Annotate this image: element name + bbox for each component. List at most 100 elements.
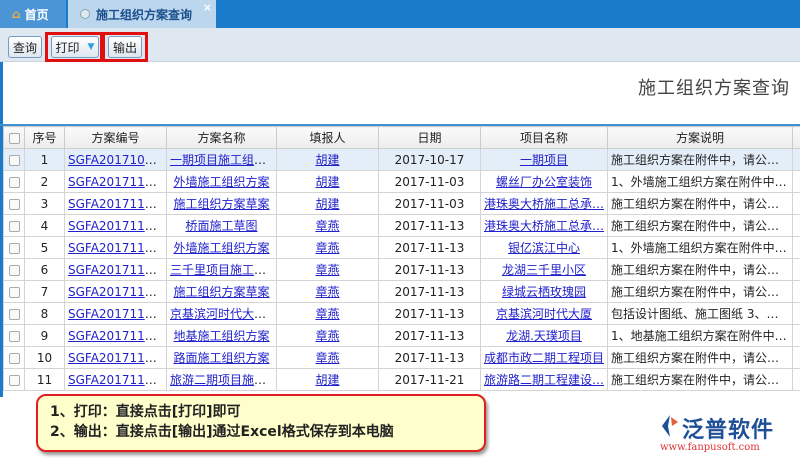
cell-reporter-link[interactable]: 章燕 <box>276 324 379 347</box>
table-row[interactable]: 6 SGFA2017110003 三千里项目施工组… 章燕 2017-11-13 龙湖三千… <box>3 258 800 281</box>
reporter-link[interactable]: 章燕 <box>315 329 340 343</box>
plan-code-link[interactable]: SGFA2017110008 <box>68 350 167 365</box>
row-checkbox[interactable] <box>3 368 25 391</box>
tab-plan-query[interactable]: 施工组织方案查询 × <box>68 0 216 28</box>
table-row[interactable]: 7 SGFA2017110005 施工组织方案草案 章燕 2017-11-13 绿城云栖玫… <box>3 280 800 303</box>
reporter-link[interactable]: 章燕 <box>315 307 340 321</box>
cell-project-link[interactable]: 一期项目 <box>480 148 608 171</box>
cell-project-link[interactable]: 京基滨河时代大厦 <box>480 302 608 325</box>
cell-reporter-link[interactable]: 胡建 <box>276 192 379 215</box>
plan-code-link[interactable]: SGFA2017110003 <box>68 262 167 277</box>
table-row[interactable]: 10 SGFA2017110008 路面施工组织方案 章燕 2017-11-13 成都市政… <box>3 346 800 369</box>
reporter-link[interactable]: 章燕 <box>315 285 340 299</box>
cell-project-link[interactable]: 港珠奥大桥施工总承… <box>480 192 608 215</box>
reporter-link[interactable]: 章燕 <box>315 241 340 255</box>
cell-plan-code-link[interactable]: SGFA2017110007 <box>64 324 167 347</box>
cell-reporter-link[interactable]: 章燕 <box>276 302 379 325</box>
project-link[interactable]: 成都市政二期工程项目 <box>484 351 605 365</box>
plan-name-link[interactable]: 外墙施工组织方案 <box>173 241 270 255</box>
table-row[interactable]: 2 SGFA2017110001 外墙施工组织方案 胡建 2017-11-03 螺丝厂办公… <box>3 170 800 193</box>
cell-plan-name-link[interactable]: 三千里项目施工组… <box>166 258 277 281</box>
cell-plan-code-link[interactable]: SGFA2017100001 <box>64 148 167 171</box>
project-link[interactable]: 旅游路二期工程建设… <box>484 373 605 387</box>
cell-project-link[interactable]: 绿城云栖玫瑰园 <box>480 280 608 303</box>
plan-code-link[interactable]: SGFA2017110010 <box>68 372 167 387</box>
cell-project-link[interactable]: 螺丝厂办公室装饰 <box>480 170 608 193</box>
row-checkbox[interactable] <box>3 346 25 369</box>
cell-plan-code-link[interactable]: SGFA2017110004 <box>64 236 167 259</box>
plan-name-link[interactable]: 地基施工组织方案 <box>173 329 270 343</box>
cell-plan-name-link[interactable]: 外墙施工组织方案 <box>166 170 277 193</box>
cell-plan-code-link[interactable]: SGFA2017110003 <box>64 258 167 281</box>
table-row[interactable]: 5 SGFA2017110004 外墙施工组织方案 章燕 2017-11-13 银亿滨江中… <box>3 236 800 259</box>
row-checkbox[interactable] <box>3 302 25 325</box>
plan-name-link[interactable]: 旅游二期项目施工… <box>170 373 277 387</box>
plan-code-link[interactable]: SGFA2017110004 <box>68 240 167 255</box>
cell-plan-code-link[interactable]: SGFA2017110006 <box>64 302 167 325</box>
plan-code-link[interactable]: SGFA2017110009 <box>68 218 167 233</box>
cell-plan-name-link[interactable]: 地基施工组织方案 <box>166 324 277 347</box>
row-checkbox[interactable] <box>3 214 25 237</box>
row-checkbox[interactable] <box>3 192 25 215</box>
cell-project-link[interactable]: 旅游路二期工程建设… <box>480 368 608 391</box>
cell-reporter-link[interactable]: 胡建 <box>276 148 379 171</box>
plan-name-link[interactable]: 一期项目施工组织… <box>170 153 277 167</box>
reporter-link[interactable]: 胡建 <box>315 153 340 167</box>
table-row[interactable]: 8 SGFA2017110006 京基滨河时代大厦… 章燕 2017-11-13 京基滨河… <box>3 302 800 325</box>
print-button[interactable]: 打印 ▼ <box>51 36 99 58</box>
cell-project-link[interactable]: 龙湖.天璞项目 <box>480 324 608 347</box>
row-checkbox[interactable] <box>3 324 25 347</box>
plan-name-link[interactable]: 三千里项目施工组… <box>170 263 277 277</box>
project-link[interactable]: 银亿滨江中心 <box>507 241 580 255</box>
cell-plan-name-link[interactable]: 一期项目施工组织… <box>166 148 277 171</box>
project-link[interactable]: 港珠奥大桥施工总承… <box>484 197 605 211</box>
cell-plan-name-link[interactable]: 施工组织方案草案 <box>166 280 277 303</box>
cell-reporter-link[interactable]: 胡建 <box>276 368 379 391</box>
cell-plan-name-link[interactable]: 路面施工组织方案 <box>166 346 277 369</box>
table-row[interactable]: 1 SGFA2017100001 一期项目施工组织… 胡建 2017-10-17 一期项目… <box>3 148 800 171</box>
cell-plan-code-link[interactable]: SGFA2017110001 <box>64 170 167 193</box>
select-all-checkbox[interactable] <box>3 126 25 149</box>
table-row[interactable]: 11 SGFA2017110010 旅游二期项目施工… 胡建 2017-11-21 旅游路… <box>3 368 800 391</box>
col-code[interactable]: 方案编号 <box>64 126 167 149</box>
cell-reporter-link[interactable]: 章燕 <box>276 236 379 259</box>
col-reporter[interactable]: 填报人 <box>276 126 379 149</box>
col-description[interactable]: 方案说明 <box>607 126 793 149</box>
table-row[interactable]: 3 SGFA2017110002 施工组织方案草案 胡建 2017-11-03 港珠奥大桥… <box>3 192 800 215</box>
row-checkbox[interactable] <box>3 258 25 281</box>
plan-name-link[interactable]: 京基滨河时代大厦… <box>170 307 277 321</box>
project-link[interactable]: 龙湖.天璞项目 <box>506 329 582 343</box>
row-checkbox[interactable] <box>3 170 25 193</box>
plan-name-link[interactable]: 施工组织方案草案 <box>173 197 270 211</box>
cell-reporter-link[interactable]: 章燕 <box>276 280 379 303</box>
cell-plan-name-link[interactable]: 外墙施工组织方案 <box>166 236 277 259</box>
cell-reporter-link[interactable]: 章燕 <box>276 258 379 281</box>
row-checkbox[interactable] <box>3 148 25 171</box>
reporter-link[interactable]: 章燕 <box>315 219 340 233</box>
cell-plan-code-link[interactable]: SGFA2017110008 <box>64 346 167 369</box>
reporter-link[interactable]: 胡建 <box>315 373 340 387</box>
cell-reporter-link[interactable]: 章燕 <box>276 214 379 237</box>
reporter-link[interactable]: 章燕 <box>315 351 340 365</box>
reporter-link[interactable]: 胡建 <box>315 175 340 189</box>
cell-project-link[interactable]: 龙湖三千里小区 <box>480 258 608 281</box>
col-date[interactable]: 日期 <box>378 126 481 149</box>
cell-plan-code-link[interactable]: SGFA2017110002 <box>64 192 167 215</box>
project-link[interactable]: 京基滨河时代大厦 <box>495 307 592 321</box>
export-button[interactable]: 输出 <box>108 36 142 58</box>
cell-plan-name-link[interactable]: 旅游二期项目施工… <box>166 368 277 391</box>
cell-plan-code-link[interactable]: SGFA2017110009 <box>64 214 167 237</box>
plan-code-link[interactable]: SGFA2017100001 <box>68 152 167 167</box>
reporter-link[interactable]: 胡建 <box>315 197 340 211</box>
col-index[interactable]: 序号 <box>24 126 65 149</box>
plan-code-link[interactable]: SGFA2017110007 <box>68 328 167 343</box>
col-project[interactable]: 项目名称 <box>480 126 608 149</box>
project-link[interactable]: 绿城云栖玫瑰园 <box>501 285 586 299</box>
plan-code-link[interactable]: SGFA2017110002 <box>68 196 167 211</box>
table-row[interactable]: 9 SGFA2017110007 地基施工组织方案 章燕 2017-11-13 龙湖.天璞… <box>3 324 800 347</box>
cell-plan-name-link[interactable]: 桥面施工草图 <box>166 214 277 237</box>
tab-home[interactable]: ⌂ 首页 <box>0 0 66 28</box>
plan-code-link[interactable]: SGFA2017110005 <box>68 284 167 299</box>
query-button[interactable]: 查询 <box>8 36 42 58</box>
cell-reporter-link[interactable]: 胡建 <box>276 170 379 193</box>
